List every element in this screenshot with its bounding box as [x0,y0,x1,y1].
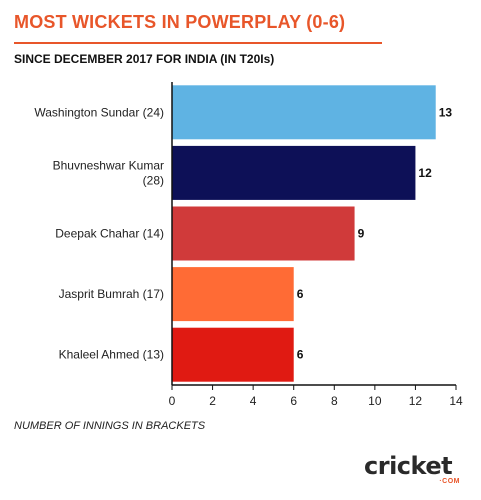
bar [172,85,436,140]
x-tick-label: 6 [290,394,297,408]
title-underline [14,42,382,44]
chart-subtitle: SINCE DECEMBER 2017 FOR INDIA (IN T20Is) [14,52,275,66]
logo-wordmark: cricket [364,452,453,480]
x-tick-label: 8 [331,394,338,408]
x-tick-label: 12 [409,394,423,408]
x-tick-label: 10 [368,394,382,408]
chart-title: MOST WICKETS IN POWERPLAY (0-6) [14,12,346,32]
bar-value-label: 6 [297,287,304,301]
category-label: Washington Sundar (24) [34,105,164,119]
bar-value-label: 9 [358,227,365,241]
cricket-com-logo: cricket ·COM [364,452,464,488]
bar [172,206,355,261]
category-label: Khaleel Ahmed (13) [59,348,164,362]
x-tick-label: 0 [169,394,176,408]
x-tick-label: 4 [250,394,257,408]
x-tick-label: 2 [209,394,216,408]
bar-value-label: 13 [439,105,453,119]
x-tick-label: 14 [449,394,463,408]
bar-value-label: 12 [418,166,432,180]
category-label: Jasprit Bumrah (17) [59,287,164,301]
bar-chart: 13 Washington Sundar (24) 12 Bhuvneshwar Ku… [34,82,463,408]
bar [172,267,294,322]
logo-domain: ·COM [439,478,460,485]
bar [172,145,416,200]
bar [172,327,294,382]
bar-value-label: 6 [297,348,304,362]
category-label: Bhuvneshwar Kumar (28) [53,158,164,187]
category-label: Deepak Chahar (14) [55,227,164,241]
footnote: NUMBER OF INNINGS IN BRACKETS [14,420,206,432]
